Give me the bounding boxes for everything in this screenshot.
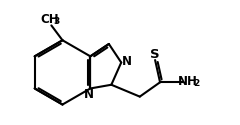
Text: 2: 2 xyxy=(193,79,199,88)
Text: N: N xyxy=(84,88,94,101)
Text: NH: NH xyxy=(178,75,198,88)
Text: 3: 3 xyxy=(54,17,60,26)
Text: CH: CH xyxy=(41,14,60,26)
Text: N: N xyxy=(122,55,132,68)
Text: S: S xyxy=(150,48,160,61)
